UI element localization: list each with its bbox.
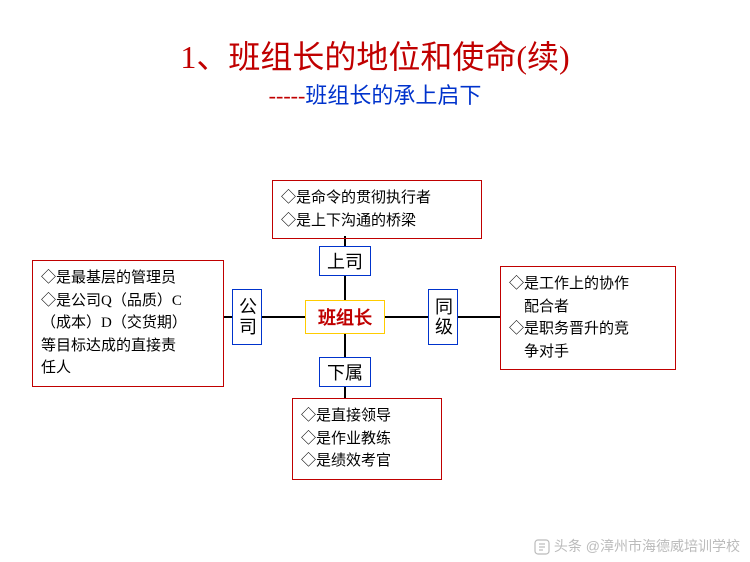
desc-line: ◇是直接领导 <box>301 405 433 428</box>
connector <box>344 276 346 300</box>
desc-line: ◇是上下沟通的桥梁 <box>281 210 473 233</box>
center-label: 班组长 <box>318 304 372 330</box>
slide-title: 1、班组长的地位和使命(续) <box>0 32 750 78</box>
subtitle-text: 班组长的承上启下 <box>305 83 481 108</box>
node-bottom-label: 下属 <box>327 359 363 385</box>
title-text: 1、班组长的地位和使命(续) <box>180 39 569 75</box>
desc-line: 争对手 <box>509 341 667 364</box>
desc-box-bottom: ◇是直接领导◇是作业教练◇是绩效考官 <box>292 398 442 480</box>
node-left: 公司 <box>232 289 262 345</box>
desc-line: ◇是作业教练 <box>301 428 433 451</box>
connector <box>458 316 500 318</box>
slide-subtitle: -----班组长的承上启下 <box>0 78 750 110</box>
desc-line: ◇是绩效考官 <box>301 450 433 473</box>
node-left-label: 公司 <box>234 297 260 337</box>
desc-line: ◇是命令的贯彻执行者 <box>281 187 473 210</box>
desc-line: ◇是最基层的管理员 <box>41 267 215 290</box>
connector <box>385 316 428 318</box>
desc-line: ◇是工作上的协作 <box>509 273 667 296</box>
watermark: 头条 @漳州市海德威培训学校 <box>534 536 740 556</box>
desc-line: 等目标达成的直接责 <box>41 335 215 358</box>
desc-line: 配合者 <box>509 296 667 319</box>
connector <box>262 316 305 318</box>
watermark-prefix: 头条 <box>554 538 582 554</box>
toutiao-icon <box>534 539 550 555</box>
desc-box-right: ◇是工作上的协作 配合者◇是职务晋升的竞 争对手 <box>500 266 676 370</box>
watermark-text: @漳州市海德威培训学校 <box>586 538 740 554</box>
node-right-label: 同级 <box>430 297 456 337</box>
desc-line: 任人 <box>41 357 215 380</box>
connector <box>344 334 346 357</box>
desc-box-left: ◇是最基层的管理员◇是公司Q（品质）C（成本）D（交货期）等目标达成的直接责任人 <box>32 260 224 387</box>
center-node: 班组长 <box>305 300 385 334</box>
node-right: 同级 <box>428 289 458 345</box>
subtitle-dash: ----- <box>269 83 306 108</box>
node-top-label: 上司 <box>327 248 363 274</box>
desc-line: ◇是公司Q（品质）C <box>41 290 215 313</box>
connector <box>224 316 232 318</box>
node-bottom: 下属 <box>319 357 371 387</box>
connector <box>344 387 346 398</box>
node-top: 上司 <box>319 246 371 276</box>
desc-line: （成本）D（交货期） <box>41 312 215 335</box>
desc-box-top: ◇是命令的贯彻执行者◇是上下沟通的桥梁 <box>272 180 482 239</box>
desc-line: ◇是职务晋升的竞 <box>509 318 667 341</box>
